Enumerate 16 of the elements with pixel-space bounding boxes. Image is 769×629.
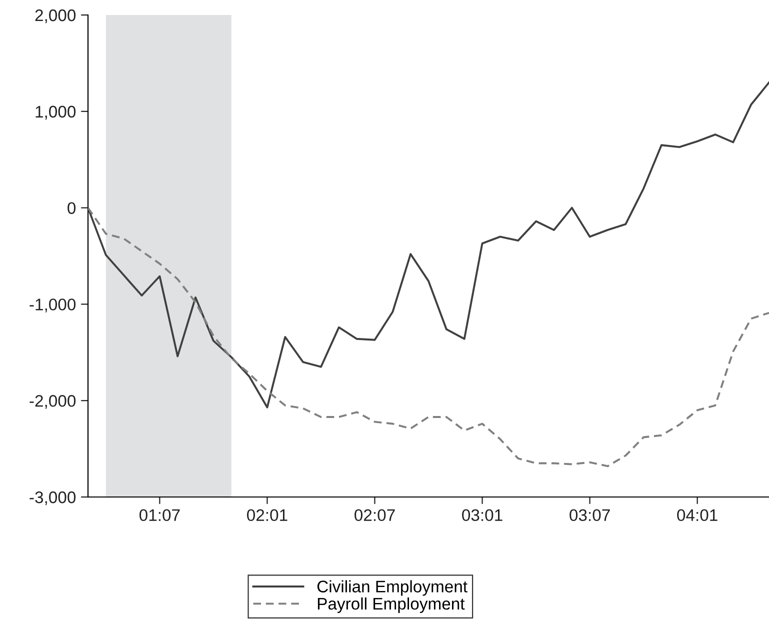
x-tick-label: 01:07	[139, 509, 180, 522]
y-tick-label: -3,000	[30, 491, 76, 506]
y-tick-label: 2,000	[35, 9, 76, 24]
line-series	[88, 82, 769, 408]
y-tick-label: 0	[68, 202, 76, 214]
x-tick-label: 03:01	[462, 509, 502, 522]
x-tick-label: 04:01	[677, 509, 718, 522]
x-tick-label: 02:01	[247, 509, 288, 522]
y-tick-label: -1,000	[30, 298, 76, 312]
y-tick-label: 1,000	[36, 106, 76, 120]
x-tick-label: 03:07	[570, 509, 610, 522]
legend-label: Civilian Employment	[317, 580, 468, 596]
line-series	[88, 206, 769, 468]
legend-label: Payroll Employment	[318, 597, 465, 613]
y-tick-label: -2,000	[30, 395, 76, 409]
x-tick-label: 02:07	[354, 509, 395, 522]
